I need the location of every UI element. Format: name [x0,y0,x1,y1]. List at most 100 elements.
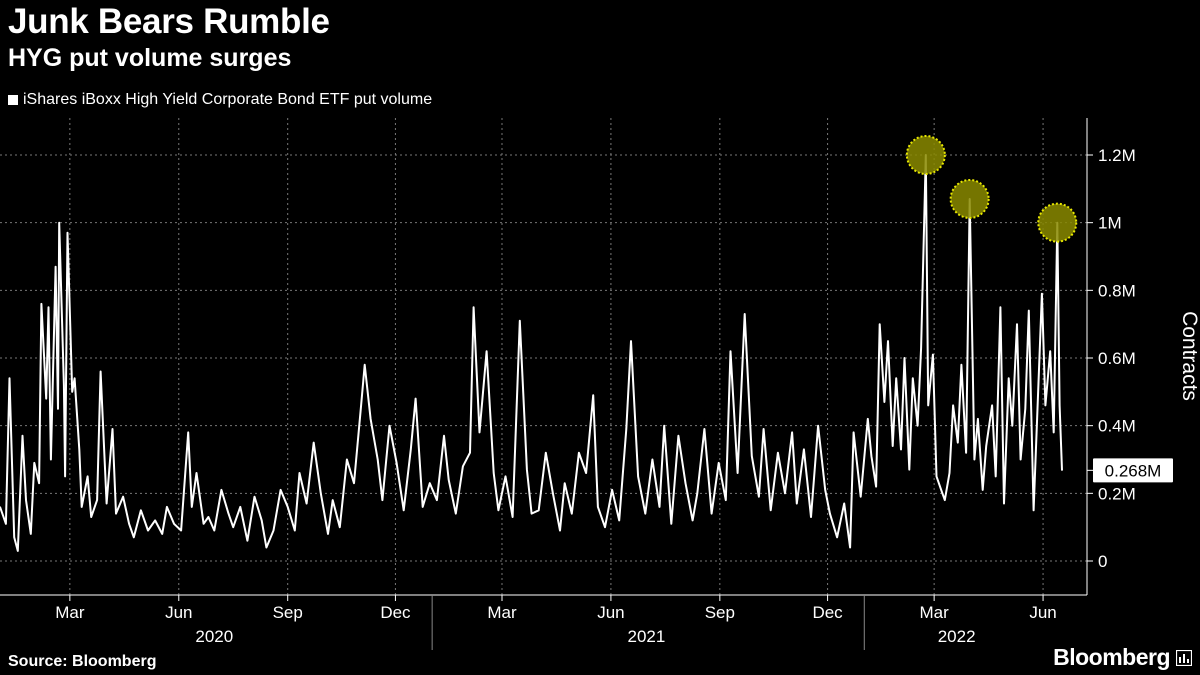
source-note: Source: Bloomberg [8,653,157,670]
data-point [469,452,471,454]
data-point [66,232,69,234]
data-point [870,455,872,457]
data-point [935,475,938,478]
data-point [55,266,57,268]
data-point [895,377,897,379]
data-point [429,482,431,484]
series-layer [0,154,1063,552]
data-point [272,529,275,532]
axis-layer: 0 0.2M 0.4M 0.6M 0.8M 1M 1.2M Contracts Mar Jun Se… [0,118,1200,650]
data-point [1032,509,1035,511]
highlight-layer [905,135,1078,243]
x-tick-label: Dec [812,603,843,622]
data-point [105,502,108,505]
data-point [957,441,959,444]
data-point [115,513,117,515]
data-point [346,458,348,461]
data-point [526,469,528,471]
data-point [592,394,594,396]
data-point [940,489,942,491]
data-point [443,435,445,437]
y-axis-title: Contracts [1178,311,1200,401]
data-point [47,306,50,308]
data-point [306,502,308,505]
data-point [853,431,855,434]
data-point [860,496,862,498]
highlight-circle [905,135,946,175]
data-point [40,303,43,305]
data-point [991,404,993,406]
data-point [618,519,620,522]
data-point [207,516,209,518]
data-point [960,364,962,366]
data-point [512,516,514,518]
data-point [843,502,845,505]
data-point [1049,350,1051,352]
highlight-circle [1037,202,1078,243]
data-point [239,506,241,508]
data-point [777,452,779,454]
data-point [403,509,405,511]
data-point [261,519,263,522]
data-point [1008,377,1010,379]
data-point [154,519,156,522]
data-point [360,404,362,406]
data-point [585,472,587,474]
data-point [298,472,301,474]
data-point [810,516,812,518]
data-point [173,523,175,525]
data-point [637,475,639,478]
data-point [849,546,851,549]
data-point [294,529,296,532]
data-point [478,431,481,434]
data-point [63,384,65,386]
data-point [13,536,15,538]
data-point [703,428,706,430]
x-tick-label: Sep [273,603,303,622]
data-point [791,431,793,434]
data-point [369,418,372,420]
data-point [253,496,256,498]
data-point [5,523,7,525]
data-point [908,469,910,471]
data-point [57,408,59,410]
data-point [903,357,906,359]
x-tick-label: Jun [597,603,624,622]
data-point [462,465,464,467]
data-point [597,506,599,508]
data-point [519,320,521,322]
grid-layer [0,118,1087,595]
data-point [982,489,984,491]
data-point [279,489,282,491]
data-point [684,482,687,484]
data-point [718,462,720,464]
data-point [96,499,98,501]
data-point [64,475,66,478]
data-point [867,418,869,420]
legend-label: iShares iBoxx High Yield Corporate Bond … [23,91,433,108]
data-point [73,377,76,379]
data-point [758,496,760,498]
data-point [25,499,27,501]
data-point [353,482,355,484]
data-point [195,472,198,474]
data-point [504,475,507,478]
data-point [692,519,694,522]
data-point [729,350,732,352]
data-point [147,529,149,532]
data-point [166,506,168,508]
x-tick-label: Jun [165,603,192,622]
data-point [232,526,234,528]
data-point [1016,323,1018,325]
data-point [381,499,384,501]
data-point [892,445,894,447]
data-point [611,489,613,491]
x-tick-label: Dec [380,603,411,622]
data-point [78,448,80,450]
data-point [180,529,182,532]
data-point [161,533,163,535]
data-point [677,435,680,437]
data-point [658,506,661,508]
data-point [670,523,672,525]
data-point [932,354,934,356]
